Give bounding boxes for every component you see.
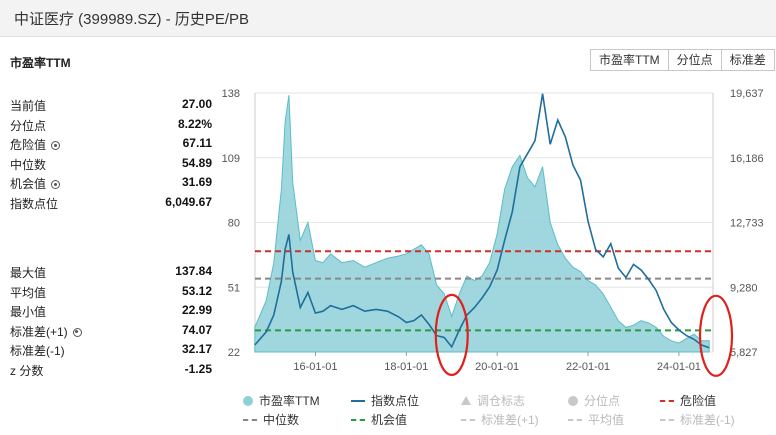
stat-row: 最小值 22.99 <box>10 301 212 321</box>
legend-label: 机会值 <box>371 413 408 427</box>
legend-dash-icon <box>660 418 674 421</box>
y-left-tick-label: 109 <box>222 153 240 165</box>
annotation-ellipse <box>698 294 734 377</box>
stat-row: 危险值 67.11 <box>10 134 212 154</box>
tab-pe-ttm[interactable]: 市盈率TTM <box>590 49 668 71</box>
legend-dash-icon <box>351 418 365 421</box>
stat-value: 27.00 <box>181 97 212 111</box>
stat-value: 8.22% <box>177 116 212 131</box>
y-right-tick-label: 5,827 <box>730 347 758 359</box>
window-title: 中证医疗 (399989.SZ) - 历史PE/PB <box>14 11 250 28</box>
y-right-tick-label: 19,637 <box>730 88 764 100</box>
stat-row: 机会值 31.69 <box>10 173 212 193</box>
y-left-tick-label: 51 <box>228 282 240 294</box>
x-tick-label: 22-01-01 <box>566 361 610 373</box>
stat-value: 54.89 <box>181 155 212 170</box>
tab-std-dev[interactable]: 标准差 <box>720 49 775 71</box>
legend-dot-icon <box>568 395 578 406</box>
legend-dash-icon <box>243 418 257 421</box>
legend-item[interactable]: 标准差(+1) <box>461 411 539 428</box>
legend-item[interactable]: 机会值 <box>351 411 407 428</box>
legend-item[interactable]: 平均值 <box>568 411 624 428</box>
stat-value: 137.84 <box>175 264 212 278</box>
legend-label: 调仓标志 <box>477 394 526 408</box>
stat-row: 指数点位 6,049.67 <box>10 193 212 213</box>
x-tick-label: 18-01-01 <box>384 361 428 373</box>
stat-label: 中位数 <box>10 157 47 172</box>
index-level-line <box>254 93 710 349</box>
legend-label: 危险值 <box>680 394 717 408</box>
stat-label: 机会值 <box>10 175 61 192</box>
stat-value: 67.11 <box>182 136 212 151</box>
y-left-tick-label: 80 <box>228 218 240 230</box>
tab-percentile[interactable]: 分位点 <box>667 49 721 71</box>
pe-ttm-area <box>254 95 710 353</box>
stat-row: 分位点 8.22% <box>10 115 212 135</box>
section-title: 市盈率TTM <box>10 56 71 70</box>
stat-value: 22.99 <box>181 303 212 318</box>
stat-row: z 分数 -1.25 <box>10 360 212 380</box>
legend-triangle-icon <box>461 396 471 405</box>
legend-label: 指数点位 <box>371 394 420 408</box>
stat-value: 31.69 <box>181 175 212 190</box>
stat-value: -1.25 <box>184 361 212 376</box>
legend-dash-icon <box>660 399 674 402</box>
stat-row: 当前值 27.00 <box>10 95 212 115</box>
stat-label: 平均值 <box>10 285 47 300</box>
legend-label: 平均值 <box>588 413 625 427</box>
legend-label: 标准差(-1) <box>680 413 735 427</box>
settings-gear-icon[interactable] <box>51 180 61 190</box>
stats-panel-top: 当前值 27.00 分位点 8.22% 危险值 67.11 中位数 54.89 机会值 31.69… <box>10 95 212 213</box>
stat-row: 标准差(-1) 32.17 <box>10 340 212 360</box>
stat-label: 标准差(+1) <box>10 323 82 340</box>
stat-label: 分位点 <box>10 118 47 133</box>
y-left-tick-label: 22 <box>228 347 240 359</box>
y-right-tick-label: 16,186 <box>730 153 764 165</box>
legend-item[interactable]: 市盈率TTM <box>243 392 320 409</box>
settings-gear-icon[interactable] <box>51 141 61 151</box>
stat-label: 最小值 <box>10 305 47 320</box>
stat-row: 中位数 54.89 <box>10 154 212 174</box>
stat-value: 6,049.67 <box>165 194 212 209</box>
legend-label: 标准差(+1) <box>481 413 539 427</box>
y-right-tick-label: 9,280 <box>730 282 758 294</box>
x-tick-label: 20-01-01 <box>475 361 519 373</box>
stat-value: 53.12 <box>181 283 212 298</box>
y-right-tick-label: 12,733 <box>730 218 764 230</box>
annotation-ellipse <box>434 293 469 376</box>
stat-row: 平均值 53.12 <box>10 282 212 302</box>
stat-label: 当前值 <box>10 99 47 113</box>
legend-item[interactable]: 调仓标志 <box>461 392 525 409</box>
window-title-bar: 中证医疗 (399989.SZ) - 历史PE/PB <box>0 0 776 37</box>
stat-label: z 分数 <box>10 363 44 378</box>
stat-value: 74.07 <box>181 322 212 337</box>
stat-label: 标准差(-1) <box>10 344 65 359</box>
legend-item[interactable]: 标准差(-1) <box>660 411 735 428</box>
legend-dash-icon <box>461 418 475 421</box>
legend-item[interactable]: 分位点 <box>568 392 620 409</box>
stat-value: 32.17 <box>181 342 212 357</box>
legend-label: 分位点 <box>584 394 621 408</box>
legend-label: 市盈率TTM <box>259 394 320 408</box>
stat-row: 标准差(+1) 74.07 <box>10 321 212 341</box>
legend-item[interactable]: 危险值 <box>660 392 716 409</box>
stat-label: 指数点位 <box>10 196 59 211</box>
y-left-tick-label: 138 <box>222 88 240 100</box>
stat-label: 危险值 <box>10 136 61 153</box>
legend-item[interactable]: 中位数 <box>243 411 299 428</box>
stats-panel-bottom: 最大值 137.84 平均值 53.12 最小值 22.99 标准差(+1) 74.07 标准差… <box>10 262 212 380</box>
x-tick-label: 16-01-01 <box>293 361 337 373</box>
settings-gear-icon[interactable] <box>72 327 82 337</box>
legend-line-icon <box>351 399 365 402</box>
legend-item[interactable]: 指数点位 <box>351 392 419 409</box>
legend-dash-icon <box>568 418 582 421</box>
x-tick-label: 24-01-01 <box>657 361 701 373</box>
legend-dot-icon <box>243 395 253 406</box>
stat-row: 最大值 137.84 <box>10 262 212 282</box>
legend-label: 中位数 <box>263 413 300 427</box>
stat-label: 最大值 <box>10 266 47 280</box>
metric-tabs: 市盈率TTM 分位点 标准差 <box>590 49 775 71</box>
